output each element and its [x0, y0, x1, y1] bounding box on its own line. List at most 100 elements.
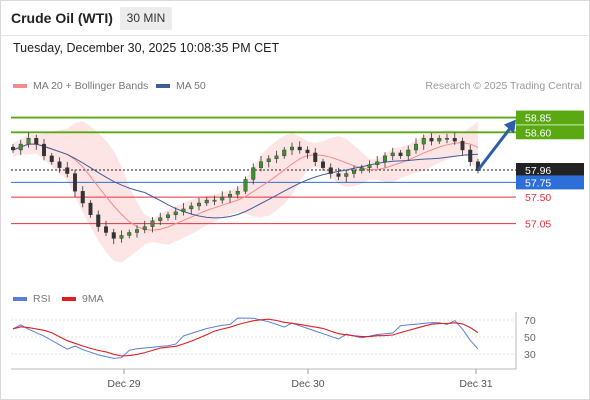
candle-up [127, 232, 132, 236]
candle-down [321, 161, 326, 168]
candle-up [375, 161, 380, 165]
candle-down [452, 137, 457, 142]
candle-up [235, 191, 240, 195]
candle-down [103, 226, 108, 233]
rsi-ma-legend-label: 9MA [82, 293, 104, 305]
candle-down [42, 143, 47, 157]
candle-up [189, 205, 194, 210]
candle-down [111, 232, 116, 239]
price-tag-label: 58.60 [525, 127, 551, 139]
candle-up [26, 137, 31, 145]
candle-up [150, 220, 155, 227]
candle-down [96, 214, 101, 227]
timeframe-button[interactable]: 30 MIN [120, 7, 172, 30]
candle-up [367, 164, 372, 168]
candle-up [406, 149, 411, 157]
candle-up [181, 208, 186, 213]
candle-down [72, 173, 77, 192]
x-tick-label: Dec 29 [107, 378, 140, 390]
candle-down [65, 167, 70, 174]
rsi-line [12, 317, 479, 359]
ma50-line [12, 143, 479, 219]
candle-up [134, 229, 139, 233]
header-divider [0, 35, 590, 36]
candle-down [305, 149, 310, 154]
candle-up [266, 158, 271, 162]
rsi-tick-label: 30 [524, 349, 536, 361]
projection-arrowhead [504, 119, 516, 134]
projection-arrow [476, 123, 515, 171]
price-tag [516, 110, 584, 125]
x-tick-label: Dec 31 [459, 378, 492, 390]
candle-down [429, 137, 434, 142]
candle-up [119, 235, 124, 239]
price-tag-label: 57.75 [525, 177, 551, 189]
candle-down [34, 137, 39, 145]
ma50-label: MA 50 [176, 80, 206, 92]
rsi-ma-swatch [62, 297, 76, 301]
candle-up [212, 199, 217, 202]
candle-up [158, 217, 163, 221]
candle-up [259, 161, 264, 168]
candle-up [421, 137, 426, 145]
price-tag-label: 57.05 [525, 219, 551, 231]
rsi-tick-label: 50 [524, 332, 536, 344]
rsi-tick-label: 70 [524, 315, 536, 327]
price-tag [516, 175, 584, 190]
candle-up [173, 211, 178, 216]
candle-up [344, 173, 349, 177]
candle-down [336, 173, 341, 177]
credit-text: Research © 2025 Trading Central [425, 80, 582, 92]
legend-ma20: MA 20 + Bollinger Bands [13, 80, 148, 92]
candle-down [313, 152, 318, 162]
candle-down [328, 167, 333, 174]
price-tag [516, 125, 584, 140]
candle-up [383, 155, 388, 162]
candle-down [297, 146, 302, 151]
ma50-swatch [156, 84, 170, 88]
candle-down [80, 191, 85, 204]
candle-down [468, 149, 473, 162]
candle-down [460, 140, 465, 151]
candle-up [445, 137, 450, 140]
ma20-swatch [13, 84, 27, 88]
instrument-title: Crude Oil (WTI) [11, 10, 113, 26]
legend-rsi: RSI [13, 293, 51, 305]
candle-up [18, 143, 23, 151]
candle-up [243, 179, 248, 192]
price-tag-label: 57.50 [525, 192, 551, 204]
timestamp: Tuesday, December 30, 2025 10:08:35 PM C… [13, 41, 280, 55]
candle-down [398, 152, 403, 157]
price-tag-label: 57.96 [525, 165, 551, 177]
candle-up [290, 146, 295, 151]
legend-ma50: MA 50 [156, 80, 206, 92]
candle-down [49, 155, 54, 162]
candle-up [204, 199, 209, 204]
candle-down [57, 161, 62, 168]
candle-up [274, 155, 279, 160]
candle-down [10, 146, 15, 151]
candle-up [227, 193, 232, 198]
ma20-label: MA 20 + Bollinger Bands [33, 80, 149, 92]
candle-up [282, 149, 287, 157]
candle-up [437, 137, 442, 142]
legend-rsi-ma: 9MA [62, 293, 104, 305]
candle-up [414, 143, 419, 151]
candle-down [88, 202, 93, 216]
candle-up [352, 170, 357, 174]
rsi-ma-line [12, 318, 479, 357]
rsi-legend-label: RSI [33, 293, 51, 305]
ma20-line [12, 142, 479, 231]
candle-up [196, 202, 201, 207]
candle-up [390, 152, 395, 157]
candle-up [165, 214, 170, 218]
price-tag-label: 58.85 [525, 113, 551, 125]
x-tick-label: Dec 30 [291, 378, 324, 390]
price-tag [516, 163, 584, 178]
candle-up [359, 167, 364, 171]
rsi-swatch [13, 297, 27, 301]
candle-up [142, 226, 147, 230]
candle-up [220, 196, 225, 201]
candle-up [251, 167, 256, 180]
